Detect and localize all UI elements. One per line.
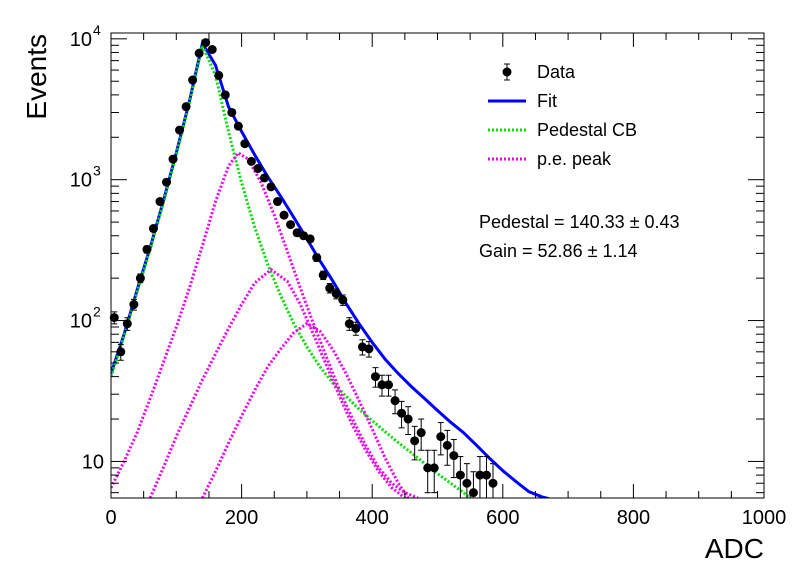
data-point bbox=[429, 463, 439, 473]
data-point bbox=[416, 428, 426, 438]
data-point bbox=[364, 344, 374, 354]
data-point bbox=[109, 313, 119, 323]
data-point bbox=[214, 70, 224, 80]
data-point bbox=[475, 470, 485, 480]
data-point bbox=[384, 380, 394, 390]
data-point bbox=[266, 182, 276, 192]
data-point bbox=[455, 470, 465, 480]
data-point bbox=[377, 380, 387, 390]
data-point bbox=[325, 283, 335, 293]
data-point bbox=[488, 478, 498, 488]
data-point bbox=[175, 125, 185, 135]
data-point bbox=[370, 372, 380, 382]
data-point bbox=[168, 154, 178, 164]
legend-label: Data bbox=[537, 62, 576, 82]
fit-curves bbox=[111, 39, 549, 498]
data-point bbox=[135, 273, 145, 283]
data-point bbox=[220, 90, 230, 100]
legend: Data Fit Pedestal CB p.e. peak bbox=[488, 62, 637, 169]
data-point bbox=[194, 48, 204, 58]
data-point bbox=[181, 102, 191, 112]
data-point bbox=[273, 197, 283, 207]
x-tick-label: 1000 bbox=[742, 507, 787, 529]
data-points bbox=[109, 38, 498, 498]
data-point bbox=[253, 164, 263, 174]
data-point bbox=[188, 75, 198, 85]
data-point bbox=[305, 234, 315, 244]
data-point bbox=[312, 253, 322, 263]
legend-label: Pedestal CB bbox=[537, 120, 637, 140]
data-point bbox=[403, 414, 413, 424]
data-point bbox=[142, 244, 152, 254]
data-point bbox=[233, 121, 243, 131]
data-point bbox=[449, 451, 459, 461]
data-point bbox=[344, 319, 354, 329]
x-axis-title: ADC bbox=[705, 533, 764, 564]
data-point bbox=[468, 488, 478, 498]
y-tick-label: 10 bbox=[70, 311, 92, 333]
data-point bbox=[207, 44, 217, 54]
data-point bbox=[246, 156, 256, 166]
data-point bbox=[351, 323, 361, 333]
y-tick-label: 10 bbox=[70, 170, 92, 192]
data-point bbox=[201, 38, 211, 48]
data-point bbox=[331, 289, 341, 299]
data-point bbox=[155, 197, 165, 207]
data-point bbox=[240, 139, 250, 149]
x-tick-label: 0 bbox=[105, 507, 116, 529]
data-point bbox=[279, 210, 289, 220]
data-point bbox=[129, 300, 139, 310]
data-point bbox=[442, 440, 452, 450]
data-point bbox=[338, 295, 348, 305]
data-point bbox=[227, 107, 237, 117]
data-point bbox=[148, 224, 158, 234]
data-point bbox=[390, 396, 400, 406]
x-tick-label: 400 bbox=[356, 507, 389, 529]
fit-annotation: Pedestal = 140.33 ± 0.43 bbox=[479, 212, 680, 232]
x-tick-label: 600 bbox=[486, 507, 519, 529]
x-tick-label: 200 bbox=[225, 507, 258, 529]
legend-label: p.e. peak bbox=[537, 149, 612, 169]
data-point bbox=[462, 478, 472, 488]
legend-marker-data bbox=[502, 67, 512, 77]
data-point bbox=[436, 432, 446, 442]
data-point bbox=[410, 436, 420, 446]
y-tick-label-exponent: 2 bbox=[93, 304, 101, 320]
series-p-e-peak-1-line bbox=[111, 150, 419, 498]
data-point bbox=[122, 319, 132, 329]
fit-annotation: Gain = 52.86 ± 1.14 bbox=[479, 241, 638, 261]
series-pedestal-cb-line bbox=[111, 40, 472, 498]
y-tick-label: 10 bbox=[70, 29, 92, 51]
data-point bbox=[259, 173, 269, 183]
series-p-e-peak-3-line bbox=[201, 321, 410, 498]
y-tick-label: 10 bbox=[82, 451, 104, 473]
x-tick-label: 800 bbox=[617, 507, 650, 529]
data-point bbox=[481, 470, 491, 480]
legend-label: Fit bbox=[537, 91, 557, 111]
y-tick-label-exponent: 3 bbox=[93, 163, 101, 179]
y-axis-title: Events bbox=[21, 34, 52, 120]
data-point bbox=[286, 220, 296, 230]
data-point bbox=[162, 177, 172, 187]
data-point bbox=[318, 270, 328, 280]
axis-ticks bbox=[110, 33, 765, 498]
y-tick-label-exponent: 4 bbox=[93, 22, 101, 38]
data-point bbox=[423, 463, 433, 473]
fit-annotations: Pedestal = 140.33 ± 0.43 Gain = 52.86 ± 1… bbox=[479, 212, 680, 261]
data-point bbox=[116, 347, 126, 357]
data-point bbox=[397, 408, 407, 418]
